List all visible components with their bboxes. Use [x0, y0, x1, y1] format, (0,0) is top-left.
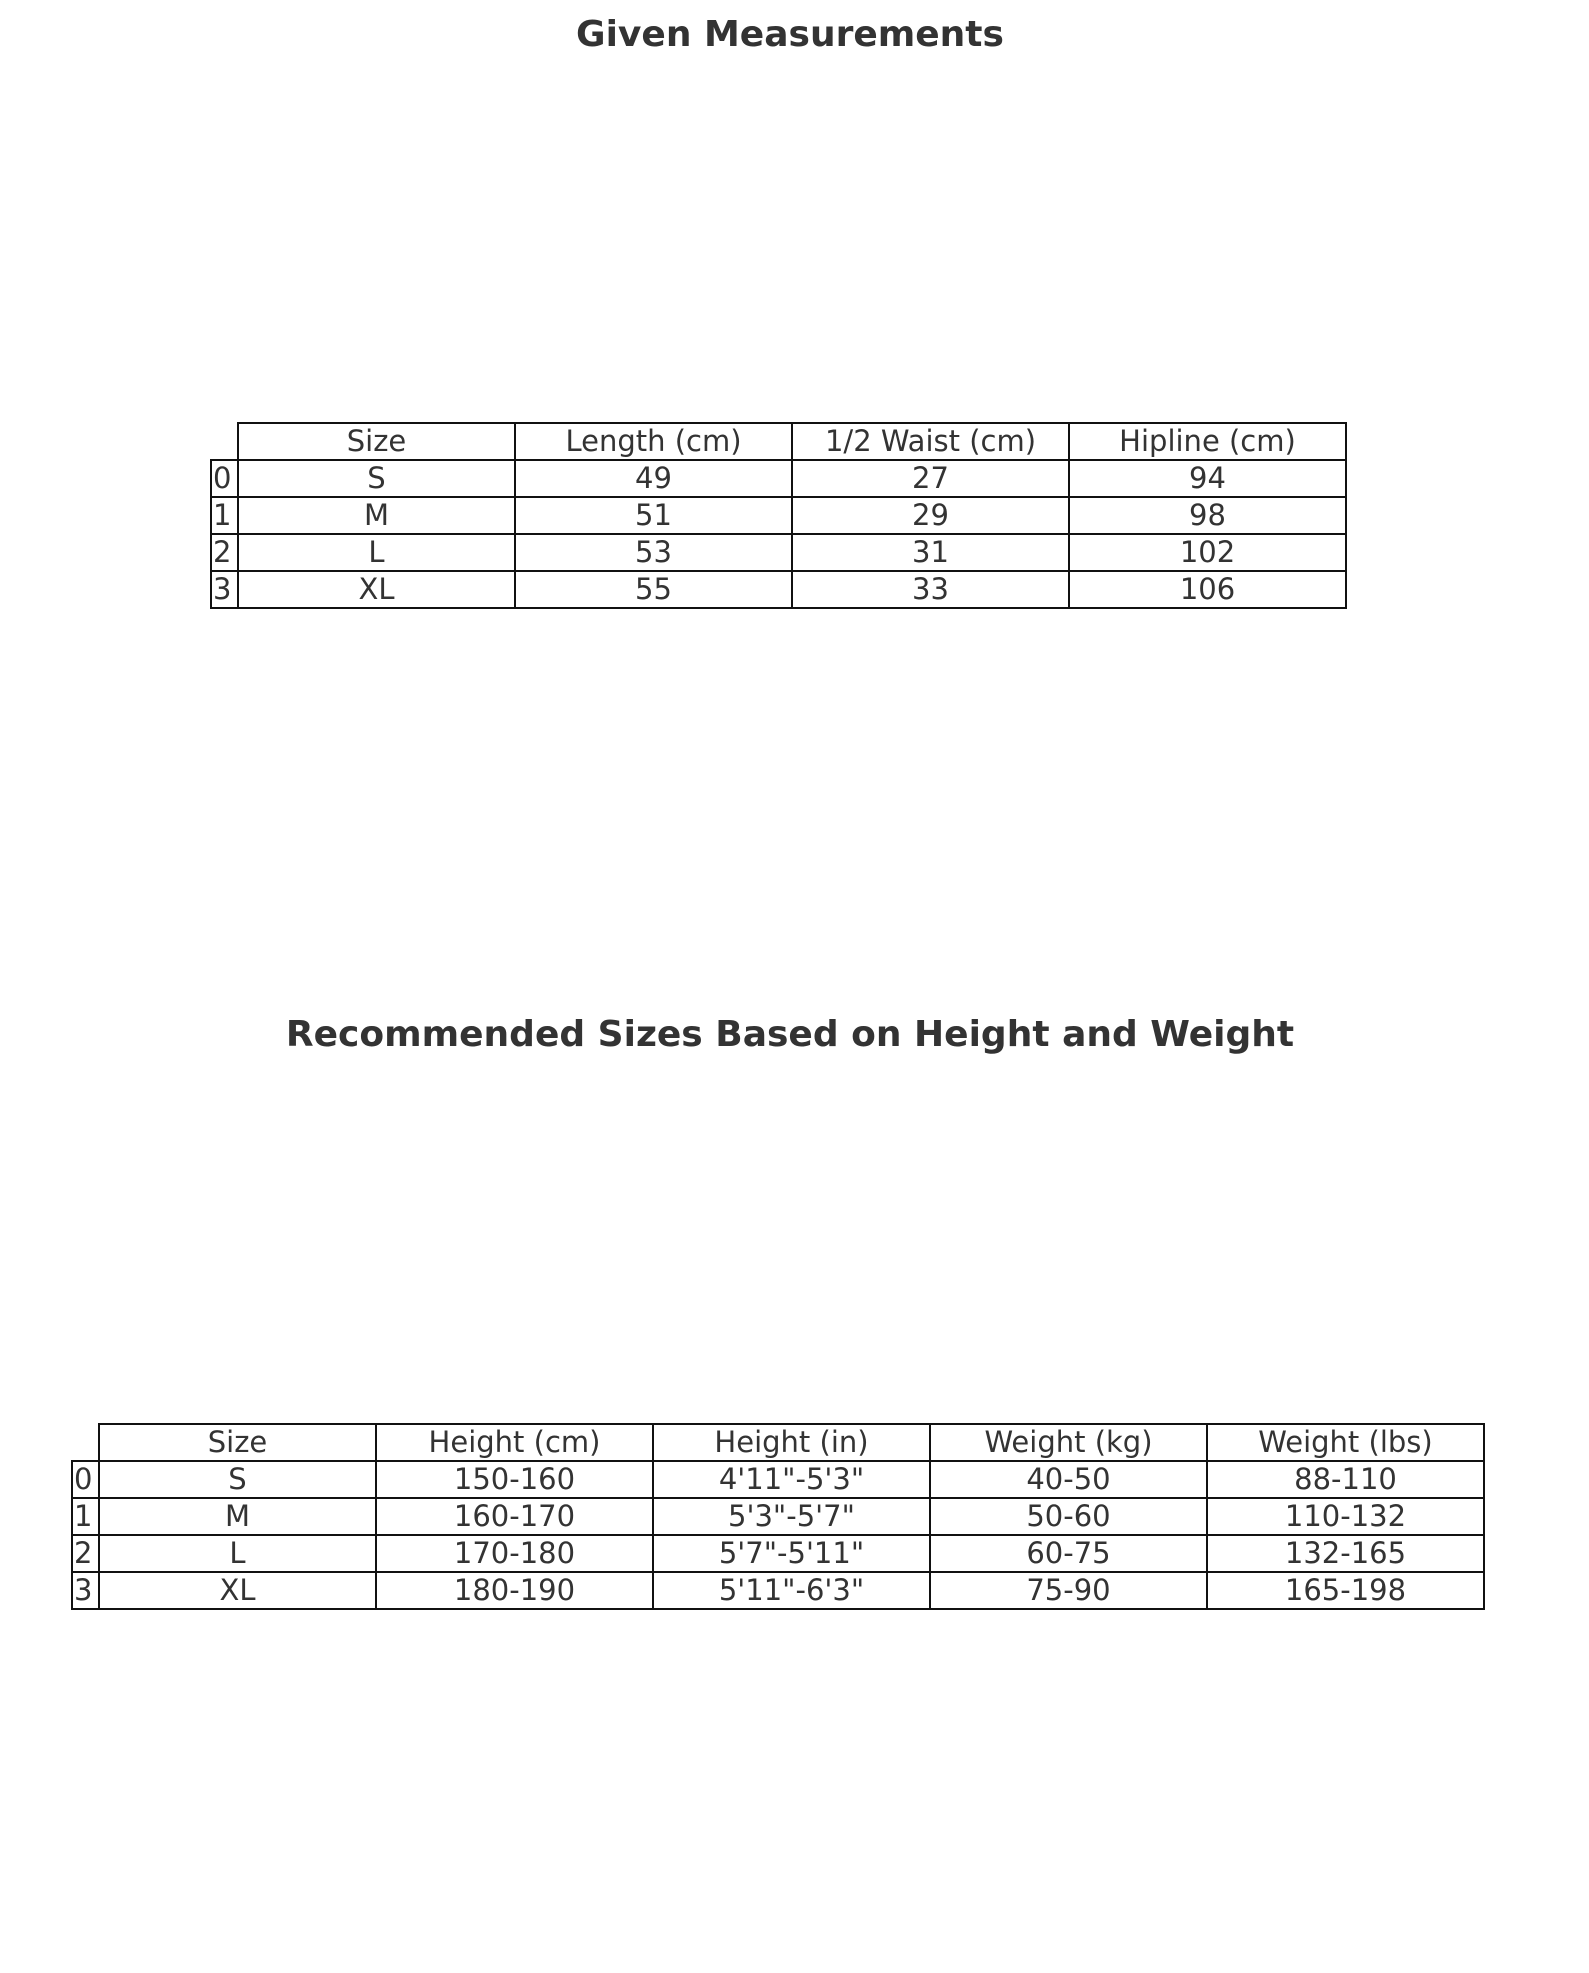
table-cell: 5'7"-5'11" — [652, 1534, 931, 1573]
header-row: Size Length (cm) 1/2 Waist (cm) Hipline (cm… — [211, 422, 1347, 461]
table-cell: 49 — [514, 459, 793, 498]
table-cell: 94 — [1068, 459, 1347, 498]
table-row: 1 M 51 29 98 — [210, 496, 1347, 535]
table-row: 2 L 53 31 102 — [210, 533, 1347, 572]
table-cell: 106 — [1068, 570, 1347, 609]
table-row: 0 S 150-160 4'11"-5'3" 40-50 88-110 — [71, 1460, 1485, 1499]
column-header: Height (cm) — [375, 1423, 654, 1462]
table-cell: 55 — [514, 570, 793, 609]
table-cell: 88-110 — [1206, 1460, 1485, 1499]
table-row: 3 XL 55 33 106 — [210, 570, 1347, 609]
column-header: Weight (lbs) — [1206, 1423, 1485, 1462]
given-measurements-table: Size Length (cm) 1/2 Waist (cm) Hipline (cm… — [210, 422, 1347, 609]
table-cell: 110-132 — [1206, 1497, 1485, 1536]
table-cell: 102 — [1068, 533, 1347, 572]
table-cell: S — [98, 1460, 377, 1499]
table-cell: S — [237, 459, 516, 498]
table-cell: 170-180 — [375, 1534, 654, 1573]
column-header: Size — [237, 422, 516, 461]
table-cell: 150-160 — [375, 1460, 654, 1499]
recommended-sizes-title: Recommended Sizes Based on Height and We… — [285, 1014, 1295, 1055]
table-cell: 40-50 — [929, 1460, 1208, 1499]
given-measurements-title: Given Measurements — [576, 14, 1004, 55]
table-cell: XL — [98, 1571, 377, 1610]
column-header: Hipline (cm) — [1068, 422, 1347, 461]
table-cell: 180-190 — [375, 1571, 654, 1610]
table-cell: XL — [237, 570, 516, 609]
table-row: 0 S 49 27 94 — [210, 459, 1347, 498]
column-header: 1/2 Waist (cm) — [791, 422, 1070, 461]
table-row: 1 M 160-170 5'3"-5'7" 50-60 110-132 — [71, 1497, 1485, 1536]
header-row: Size Height (cm) Height (in) Weight (kg) Wei… — [72, 1423, 1485, 1462]
table-cell: 29 — [791, 496, 1070, 535]
table-row: 2 L 170-180 5'7"-5'11" 60-75 132-165 — [71, 1534, 1485, 1573]
table-cell: 51 — [514, 496, 793, 535]
row-index: 2 — [71, 1534, 100, 1573]
table-cell: L — [237, 533, 516, 572]
table-cell: 98 — [1068, 496, 1347, 535]
table-cell: 132-165 — [1206, 1534, 1485, 1573]
row-index: 2 — [210, 533, 239, 572]
table-cell: 60-75 — [929, 1534, 1208, 1573]
table-cell: 165-198 — [1206, 1571, 1485, 1610]
row-index: 3 — [71, 1571, 100, 1610]
table-cell: 5'3"-5'7" — [652, 1497, 931, 1536]
recommended-sizes-table: Size Height (cm) Height (in) Weight (kg) Wei… — [71, 1423, 1485, 1610]
table-cell: 75-90 — [929, 1571, 1208, 1610]
row-index: 1 — [71, 1497, 100, 1536]
table-cell: M — [237, 496, 516, 535]
table-cell: 5'11"-6'3" — [652, 1571, 931, 1610]
table-cell: M — [98, 1497, 377, 1536]
table-row: 3 XL 180-190 5'11"-6'3" 75-90 165-198 — [71, 1571, 1485, 1610]
table-cell: 4'11"-5'3" — [652, 1460, 931, 1499]
table-cell: 27 — [791, 459, 1070, 498]
table-cell: L — [98, 1534, 377, 1573]
table-cell: 33 — [791, 570, 1070, 609]
column-header: Weight (kg) — [929, 1423, 1208, 1462]
row-index: 0 — [210, 459, 239, 498]
table-cell: 53 — [514, 533, 793, 572]
table-cell: 31 — [791, 533, 1070, 572]
column-header: Size — [98, 1423, 377, 1462]
table-cell: 50-60 — [929, 1497, 1208, 1536]
table-cell: 160-170 — [375, 1497, 654, 1536]
row-index: 0 — [71, 1460, 100, 1499]
column-header: Length (cm) — [514, 422, 793, 461]
column-header: Height (in) — [652, 1423, 931, 1462]
row-index: 3 — [210, 570, 239, 609]
row-index: 1 — [210, 496, 239, 535]
